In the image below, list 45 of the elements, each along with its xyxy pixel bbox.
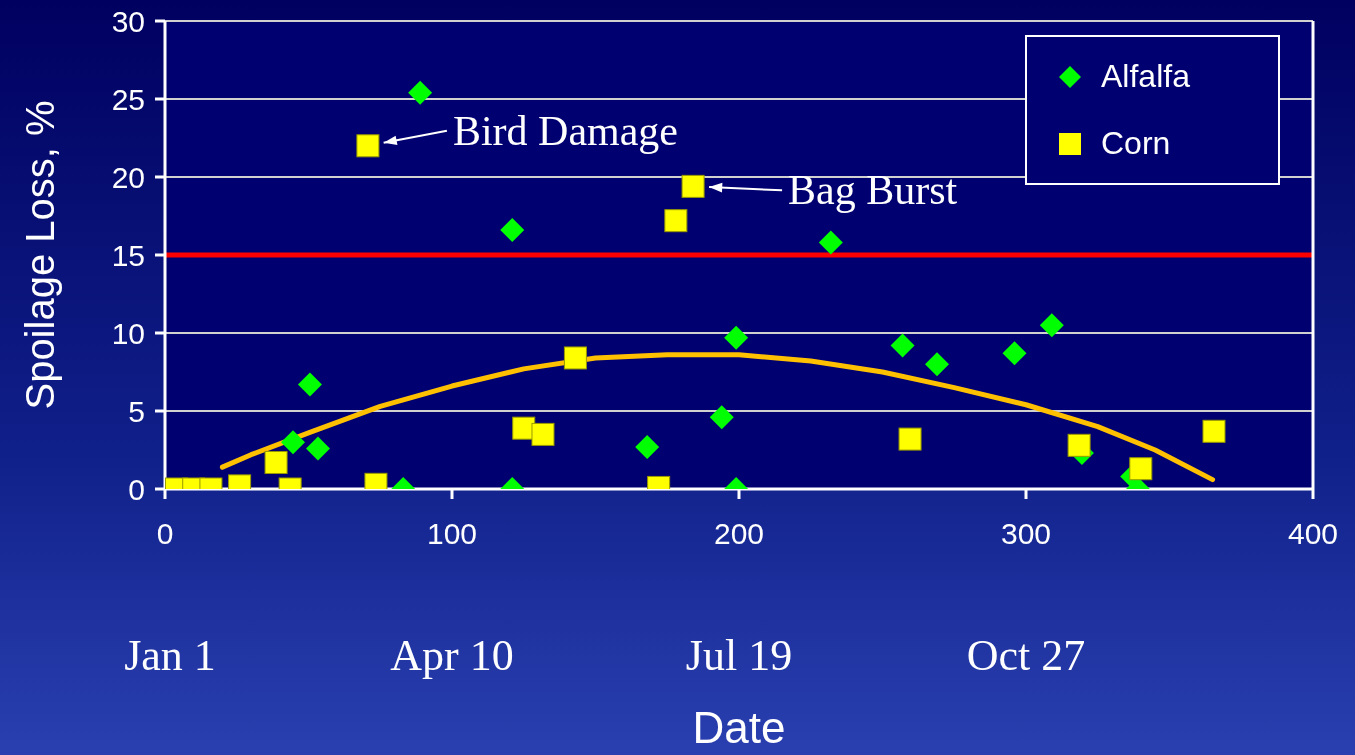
point xyxy=(356,134,380,158)
legend-label: Corn xyxy=(1101,125,1171,162)
x-tick-label: 200 xyxy=(713,517,765,551)
x-tick-label: 100 xyxy=(426,517,478,551)
point xyxy=(1039,313,1064,338)
y-tick-label: 25 xyxy=(111,82,145,116)
point xyxy=(281,430,305,455)
y-tick-label: 15 xyxy=(111,238,145,272)
text: Apr 10 xyxy=(390,630,514,680)
point xyxy=(898,427,922,451)
point xyxy=(408,80,433,105)
point xyxy=(635,434,660,459)
annotation: Bag Burst xyxy=(788,167,958,214)
point xyxy=(709,405,734,430)
point xyxy=(1067,433,1091,457)
point xyxy=(531,422,555,446)
point xyxy=(1002,341,1027,366)
point xyxy=(563,346,587,370)
point xyxy=(264,450,288,474)
text: Jul 19 xyxy=(685,630,793,680)
point xyxy=(1129,457,1153,481)
point xyxy=(1202,419,1226,443)
x-tick-label: 400 xyxy=(1287,517,1339,551)
point xyxy=(681,174,705,198)
y-tick-label: 20 xyxy=(111,160,145,194)
annotation: Bird Damage xyxy=(452,107,678,154)
y-tick-label: 30 xyxy=(111,4,145,38)
point xyxy=(890,333,915,358)
legend-label: Alfalfa xyxy=(1101,58,1190,95)
text: Jan 1 xyxy=(124,630,216,680)
point xyxy=(305,436,330,461)
x-axis-title: Date xyxy=(692,702,786,752)
y-tick-label: 5 xyxy=(128,394,145,428)
y-tick-label: 0 xyxy=(128,472,145,506)
point xyxy=(297,372,322,397)
text: Oct 27 xyxy=(966,630,1086,680)
point xyxy=(925,352,950,377)
x-tick-label: 0 xyxy=(156,517,174,551)
point xyxy=(818,230,843,255)
point xyxy=(500,218,525,243)
y-axis-title: Spoilage Loss, % xyxy=(18,100,62,410)
x-tick-label: 300 xyxy=(1000,517,1052,551)
point xyxy=(664,209,688,233)
point xyxy=(724,325,749,350)
y-tick-label: 10 xyxy=(111,316,145,350)
